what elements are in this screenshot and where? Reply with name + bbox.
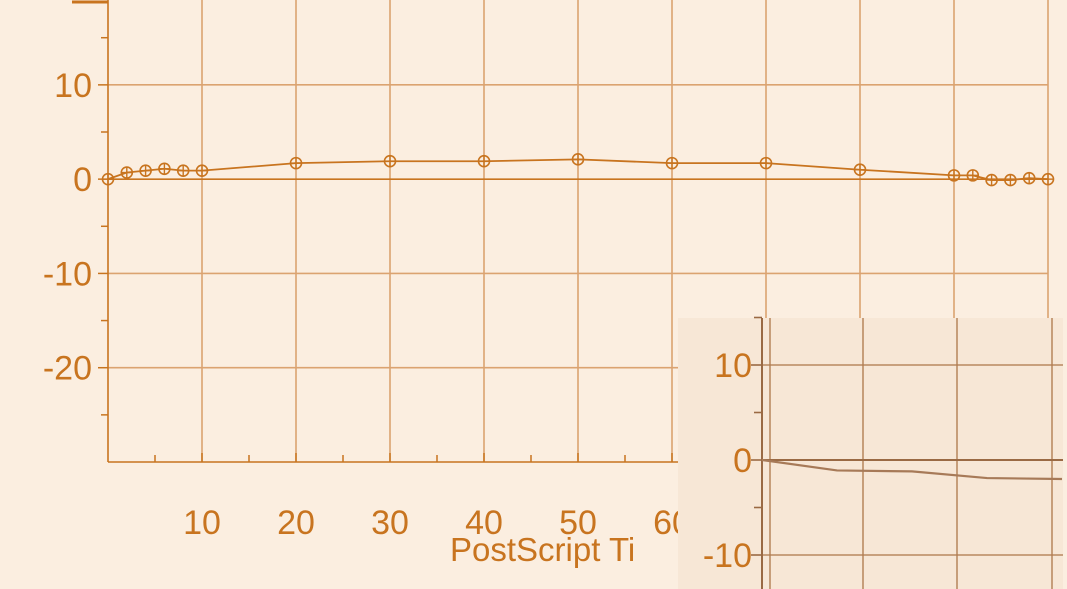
inset-axes: [751, 316, 763, 589]
data-point-marker: [101, 172, 115, 186]
data-point-marker: [985, 173, 998, 187]
inset-series: [761, 458, 1063, 481]
data-point-marker: [289, 156, 303, 170]
data-point-marker: [665, 156, 679, 170]
inset-y-tick-label: 0: [733, 442, 752, 480]
data-point-marker: [1022, 171, 1036, 185]
x-tick-label: 50: [559, 504, 597, 542]
inset-grid: [762, 318, 1063, 589]
y-tick-label: 0: [73, 161, 92, 199]
data-point-marker: [966, 169, 980, 182]
x-tick-label: 40: [465, 504, 503, 542]
inset-y-tick-label: 10: [714, 347, 752, 385]
inset-series-line: [761, 458, 1063, 481]
inset-tick-labels: 10 0 -10: [703, 347, 752, 575]
data-point-marker: [176, 164, 190, 177]
data-point-marker: [195, 164, 209, 177]
x-tick-label: 30: [371, 504, 409, 542]
data-point-marker: [120, 166, 134, 179]
data-point-marker: [571, 153, 585, 166]
x-tick-label: 20: [277, 504, 315, 542]
data-point-marker: [158, 162, 171, 176]
y-tick-label: -20: [43, 350, 92, 388]
data-point-marker: [477, 154, 491, 168]
data-point-marker: [853, 163, 867, 177]
y-tick-label: 10: [54, 67, 92, 105]
data-point-marker: [1004, 173, 1017, 187]
data-point-marker: [383, 154, 397, 168]
x-axis-title: PostScript Ti: [450, 531, 635, 568]
data-point-marker: [139, 164, 152, 177]
main-series: [101, 153, 1055, 187]
data-point-marker: [1041, 172, 1055, 186]
data-point-marker: [759, 156, 773, 170]
data-point-marker: [947, 169, 961, 182]
x-tick-label: 10: [183, 504, 221, 542]
y-tick-label: -10: [43, 255, 92, 293]
inset-background: [678, 318, 1063, 589]
inset-y-tick-label: -10: [703, 537, 752, 575]
